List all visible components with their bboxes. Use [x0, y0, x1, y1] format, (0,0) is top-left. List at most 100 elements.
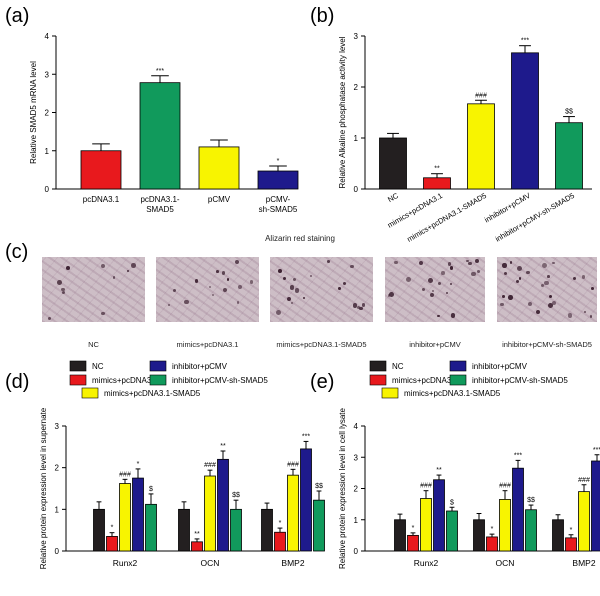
y-tick-label: 3 [354, 32, 359, 41]
significance-label: ** [436, 467, 442, 474]
stain-cell [249, 280, 253, 284]
y-axis-label: Relative Alkaline phosphatase activity l… [338, 36, 347, 188]
stain-photo [385, 257, 485, 322]
bar [379, 137, 407, 190]
legend-swatch [369, 374, 387, 386]
stain-cell [282, 276, 287, 280]
legend-swatch [69, 374, 87, 386]
stain-cell [572, 276, 577, 281]
x-tick-label: OCN [201, 558, 220, 568]
legend-swatch [69, 360, 87, 372]
y-axis-label: Relative SMAD5 mRNA level [29, 61, 38, 164]
stain-cell [467, 261, 472, 266]
stain-cell [548, 294, 552, 298]
bar [512, 467, 524, 552]
stain-cell [450, 313, 455, 318]
stain-photo [156, 257, 259, 322]
stain-cell [215, 270, 219, 273]
panel-d-label: (d) [5, 371, 29, 393]
stain-cell [540, 284, 544, 288]
stain-cell [350, 264, 354, 269]
bar [473, 519, 485, 552]
x-tick-label: NC [386, 191, 400, 205]
y-tick-label: 1 [45, 147, 50, 156]
bar [565, 537, 577, 552]
stain-cell [221, 271, 226, 275]
significance-label: ### [475, 92, 487, 99]
stain-cell [551, 261, 555, 265]
stain-caption-nc: NC [88, 340, 99, 349]
stain-cell [223, 288, 227, 293]
significance-label: ** [194, 531, 200, 538]
significance-label: * [412, 525, 415, 532]
stain-cell [127, 269, 130, 273]
legend-label: inhibitor+pCMV [472, 362, 528, 371]
stain-cell [47, 316, 52, 321]
stain-cell [65, 265, 70, 270]
stain-cell [61, 291, 65, 295]
bar [446, 510, 458, 552]
stain-cell [551, 300, 557, 306]
bar [145, 503, 157, 552]
significance-label: ### [420, 483, 432, 490]
stain-cell [293, 277, 297, 281]
stain-cell [450, 266, 454, 270]
y-tick-label: 3 [55, 422, 60, 431]
x-tick-label: sh-SMAD5 [259, 205, 298, 214]
stain-cell [326, 260, 330, 263]
stain-cell [234, 259, 240, 264]
stain-caption-mimics-pcdna: mimics+pcDNA3.1 [176, 340, 239, 349]
bar [467, 103, 495, 190]
stain-cell [544, 280, 549, 286]
stain-cell [100, 311, 105, 316]
significance-label: $$ [565, 109, 573, 116]
stain-image-inhibitor-sh: inhibitor+pCMV-sh-SMAD5 [497, 257, 597, 357]
y-tick-label: 2 [354, 485, 359, 494]
stain-cell [131, 263, 136, 268]
stain-cell [394, 261, 398, 265]
y-tick-label: 2 [354, 83, 359, 92]
significance-label: * [279, 520, 282, 527]
significance-label: $$ [315, 483, 323, 490]
significance-label: ### [204, 462, 216, 469]
stain-cell [518, 277, 522, 281]
stain-image-nc: NC [42, 257, 145, 357]
stain-cell [535, 309, 540, 314]
bar [423, 177, 451, 190]
stain-cell [352, 303, 357, 308]
significance-label: *** [302, 433, 310, 440]
bar [555, 122, 583, 190]
significance-label: ### [287, 461, 299, 468]
legend-label: NC [92, 362, 104, 371]
legend-label: mimics+pcDNA3.1-SMAD5 [104, 389, 201, 398]
legend-label: mimics+pcDNA3.1-SMAD5 [404, 389, 501, 398]
bar [132, 477, 144, 552]
bar [313, 499, 325, 552]
stain-cell [441, 271, 445, 275]
stain-cell [590, 287, 594, 290]
significance-label: * [570, 527, 573, 534]
stain-caption-inhibitor-sh: inhibitor+pCMV-sh-SMAD5 [502, 340, 592, 349]
stain-cell [589, 315, 593, 319]
stain-cell [212, 293, 215, 296]
stain-cell [226, 278, 230, 281]
x-tick-label: OCN [496, 558, 515, 568]
significance-label: ** [220, 443, 226, 450]
significance-label: * [277, 158, 280, 165]
significance-label: $$ [527, 497, 535, 504]
stain-cell [517, 265, 523, 271]
bar [578, 491, 590, 552]
legend-swatch [149, 374, 167, 386]
x-tick-label: mimics+pcDNA3.1-SMAD5 [405, 191, 488, 244]
y-tick-label: 3 [45, 70, 50, 79]
stain-cell [237, 301, 240, 304]
stain-cell [184, 299, 189, 305]
x-tick-label: Runx2 [113, 558, 138, 568]
bar [230, 508, 242, 552]
stain-cell [547, 303, 553, 309]
significance-label: ### [119, 471, 131, 478]
stain-caption-mimics-smad5: mimics+pcDNA3.1-SMAD5 [276, 340, 367, 349]
significance-label: *** [156, 68, 164, 75]
stain-cell [471, 271, 476, 277]
stain-caption-inhibitor-pcmv: inhibitor+pCMV [409, 340, 461, 349]
